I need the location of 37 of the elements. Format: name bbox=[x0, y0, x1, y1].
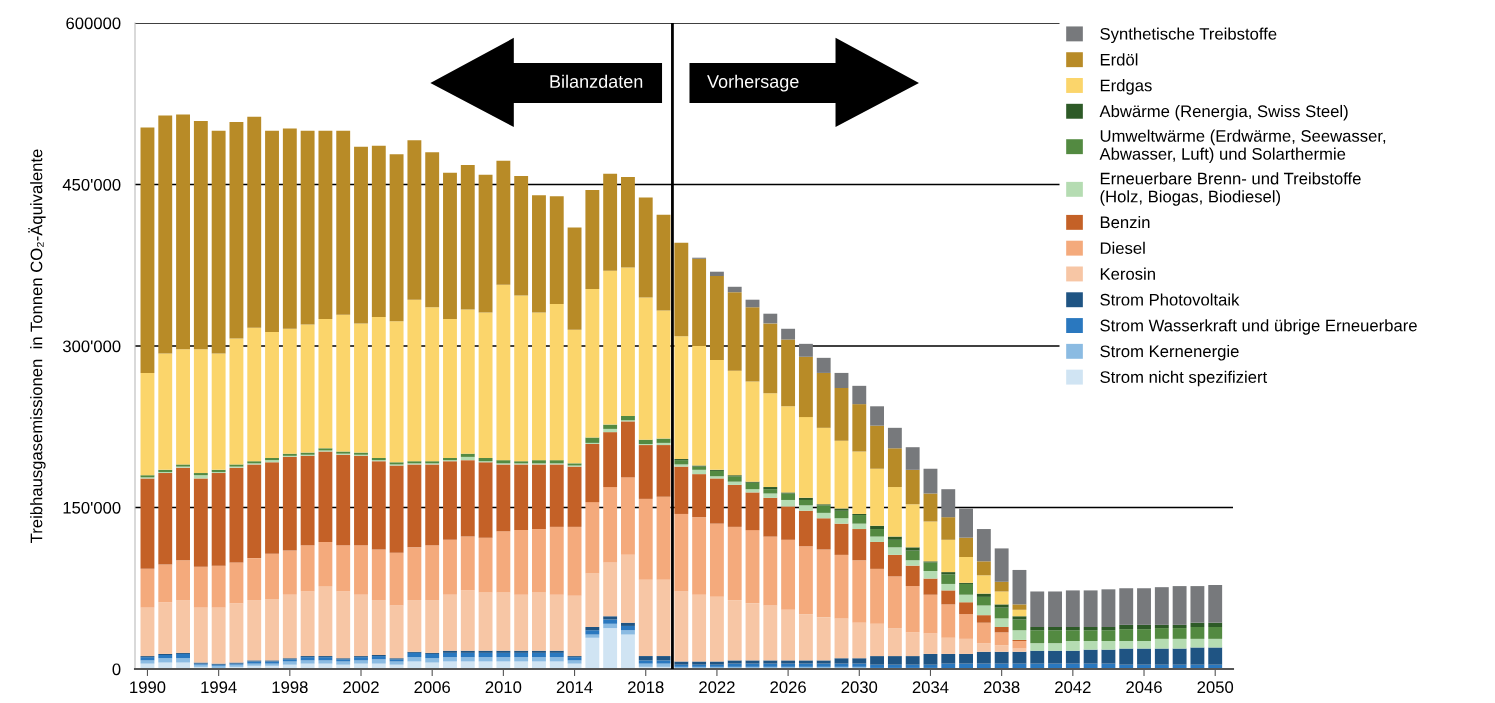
x-tick-label: 2034 bbox=[912, 681, 949, 694]
x-tick-label: 2026 bbox=[770, 681, 806, 694]
y-tick-label: 300'000 bbox=[62, 340, 121, 353]
legend-label: Erdgas bbox=[1100, 79, 1152, 95]
legend-label: Strom Kernenergie bbox=[1100, 344, 1239, 361]
y-tick-label: 450'000 bbox=[62, 178, 121, 191]
legend-label: Benzin bbox=[1100, 216, 1150, 229]
y-axis-title: Treibhausgasemissionen in Tonnen CO₂-Äquivalente bbox=[28, 149, 46, 543]
legend-label: Kerosin bbox=[1100, 267, 1155, 280]
x-tick-label: 2022 bbox=[699, 681, 735, 694]
y-tick-label: 0 bbox=[112, 663, 121, 676]
x-tick-label: 2010 bbox=[485, 681, 522, 694]
legend-label: Abwärme (Renergia, Swiss Steel) bbox=[1099, 104, 1348, 121]
x-tick-label: 2046 bbox=[1126, 681, 1162, 694]
legend-label: Diesel bbox=[1100, 241, 1145, 255]
legend-label: Erneuerbare Brenn- und Treibstoffe (Holz, Biogas, Biodiesel) bbox=[1100, 172, 1361, 206]
legend-label: Strom Wasserkraft und übrige Erneuerbare bbox=[1100, 319, 1417, 335]
y-tick-label: 150'000 bbox=[63, 501, 121, 514]
legend-label: Synthetische Treibstoffe bbox=[1100, 27, 1277, 44]
y-tick-label: 600000 bbox=[66, 17, 121, 30]
x-tick-label: 1994 bbox=[201, 681, 237, 694]
legend-label: Strom nicht spezifiziert bbox=[1100, 370, 1268, 387]
x-tick-label: 2050 bbox=[1197, 681, 1234, 694]
annotation: Bilanzdaten bbox=[550, 74, 643, 88]
x-tick-label: 2018 bbox=[628, 681, 664, 694]
legend-label: Strom Photovoltaik bbox=[1100, 293, 1240, 306]
x-tick-label: 2014 bbox=[556, 681, 593, 694]
legend-label: Erdöl bbox=[1100, 53, 1138, 66]
x-tick-label: 2038 bbox=[983, 681, 1020, 694]
x-tick-label: 2002 bbox=[343, 681, 379, 694]
legend-label: Umweltwärme (Erdwärme, Seewasser, Abwasser, Luft) und Solarthermie bbox=[1099, 129, 1386, 164]
x-tick-label: 2042 bbox=[1055, 681, 1091, 694]
annotation: Vorhersage bbox=[707, 74, 799, 92]
x-tick-label: 2030 bbox=[841, 681, 878, 694]
x-tick-label: 1990 bbox=[130, 681, 166, 694]
x-tick-label: 1998 bbox=[272, 681, 308, 694]
x-tick-label: 2006 bbox=[414, 681, 450, 694]
